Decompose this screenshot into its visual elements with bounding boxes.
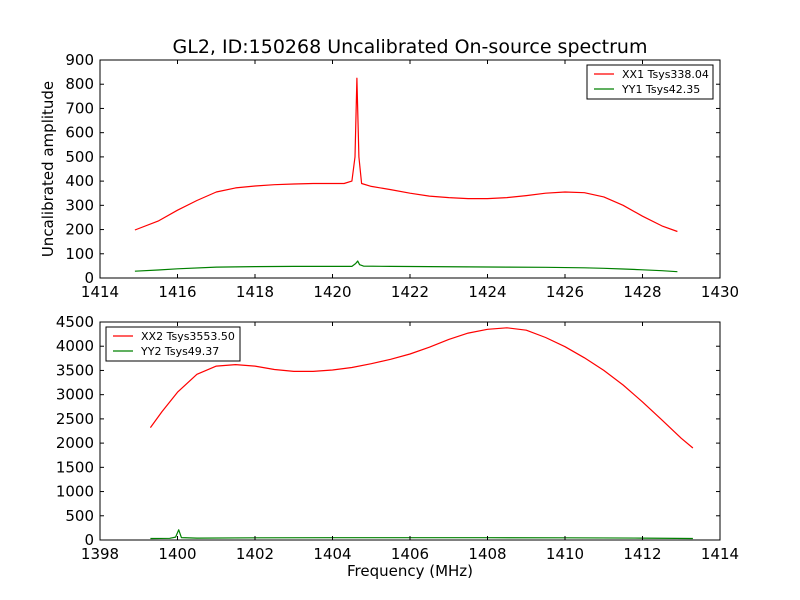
y-tick-label: 3500 — [56, 361, 94, 379]
legend-box — [586, 64, 714, 100]
x-tick-label: 1404 — [313, 545, 351, 563]
y-tick-label: 1500 — [56, 458, 94, 476]
x-tick-label: 1416 — [158, 283, 196, 301]
x-tick-label: 1402 — [236, 545, 274, 563]
y-tick-label: 100 — [65, 245, 94, 263]
x-tick-label: 1414 — [81, 283, 119, 301]
y-tick-label: 3000 — [56, 386, 94, 404]
y-tick-label: 300 — [65, 196, 94, 214]
y-tick-label: 0 — [84, 531, 94, 549]
legend: XX2 Tsys3553.50 YY2 Tsys49.37 — [105, 326, 241, 362]
chart-bottom: 1398 1400 1402 1404 1406 1408 1410 1412 1414 0 500… — [56, 313, 739, 580]
x-tick-label: 1408 — [468, 545, 506, 563]
y-tick-label: 400 — [65, 172, 94, 190]
y-tick-label: 200 — [65, 221, 94, 239]
y-tick-label: 2500 — [56, 410, 94, 428]
y-tick-label: 4000 — [56, 337, 94, 355]
x-tick-label: 1430 — [701, 283, 739, 301]
x-axis-label: Frequency (MHz) — [347, 562, 473, 580]
legend-label-2: YY2 Tsys49.37 — [140, 345, 219, 358]
legend-label-2: YY1 Tsys42.35 — [621, 83, 700, 96]
x-tick-label: 1410 — [546, 545, 584, 563]
y-tick-label: 600 — [65, 124, 94, 142]
x-tick-label: 1426 — [546, 283, 584, 301]
legend-label-1: XX1 Tsys338.04 — [622, 68, 709, 81]
y-tick-label: 900 — [65, 51, 94, 69]
y-tick-label: 0 — [84, 269, 94, 287]
x-tick-label: 1422 — [391, 283, 429, 301]
x-tick-label: 1398 — [81, 545, 119, 563]
x-tick-label: 1412 — [623, 545, 661, 563]
legend-label-1: XX2 Tsys3553.50 — [141, 330, 235, 343]
y-tick-label: 500 — [65, 148, 94, 166]
x-tick-label: 1428 — [623, 283, 661, 301]
y-tick-label: 500 — [65, 507, 94, 525]
y-tick-label: 800 — [65, 75, 94, 93]
y-tick-label: 4500 — [56, 313, 94, 331]
series-line-1 — [149, 327, 694, 449]
series-line-2 — [134, 260, 678, 273]
x-tick-label: 1406 — [391, 545, 429, 563]
y-tick-label: 700 — [65, 99, 94, 117]
x-tick-label: 1424 — [468, 283, 506, 301]
figure-title: GL2, ID:150268 Uncalibrated On-source sp… — [173, 36, 648, 58]
legend: XX1 Tsys338.04 YY1 Tsys42.35 — [586, 64, 714, 100]
x-tick-label: 1400 — [158, 545, 196, 563]
x-tick-label: 1418 — [236, 283, 274, 301]
x-tick-label: 1420 — [313, 283, 351, 301]
y-tick-label: 1000 — [56, 483, 94, 501]
y-axis-label: Uncalibrated amplitude — [39, 81, 57, 257]
legend-box — [105, 326, 241, 362]
series-line-1 — [134, 77, 678, 233]
y-tick-label: 2000 — [56, 434, 94, 452]
x-tick-label: 1414 — [701, 545, 739, 563]
chart-top: 1414 1416 1418 1420 1422 1424 1426 1428 1430 0 100… — [39, 51, 739, 301]
